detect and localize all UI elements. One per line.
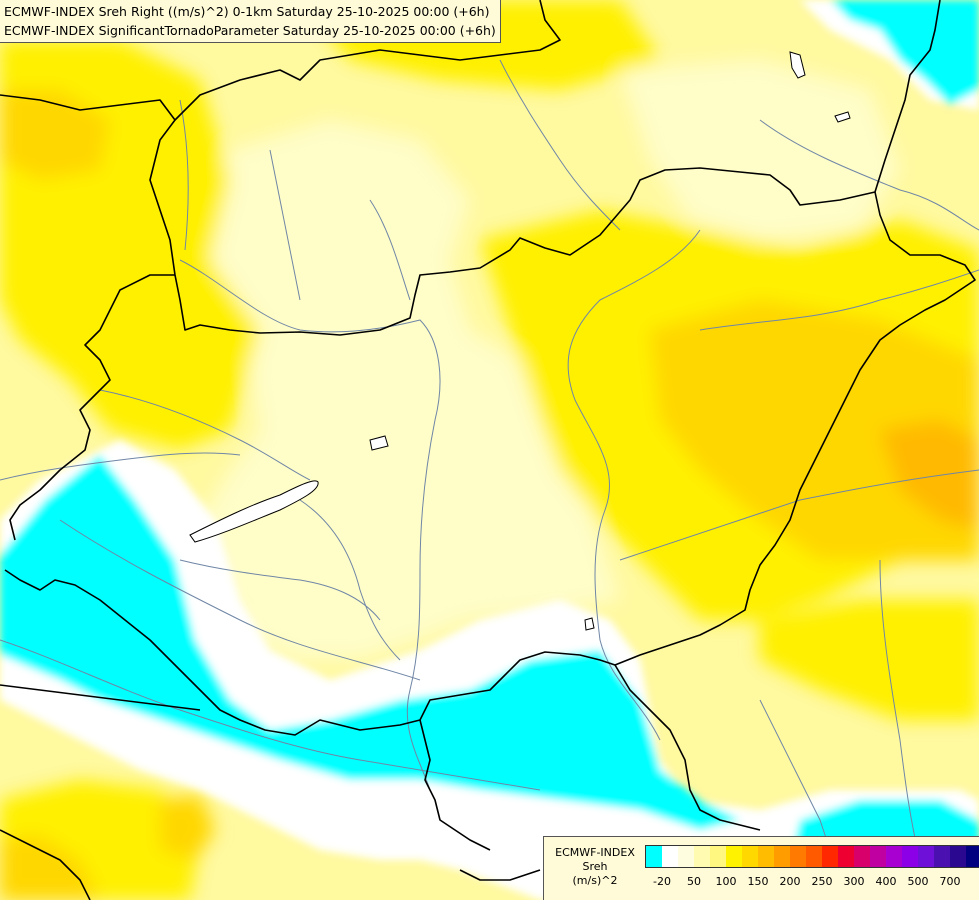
legend-swatch [902, 846, 918, 867]
legend-tick-label: 50 [687, 875, 701, 888]
legend-tick-label: 700 [939, 875, 961, 888]
legend-swatch [886, 846, 902, 867]
legend-swatch [806, 846, 822, 867]
river-vah [269, 149, 301, 301]
border-south-4 [459, 869, 541, 881]
river-northeast [759, 119, 979, 231]
border-ukraine [874, 0, 941, 193]
lake-small-3 [834, 111, 851, 123]
legend-swatch [870, 846, 886, 867]
border-east-hu [4, 191, 976, 736]
legend-swatch [918, 846, 934, 867]
legend-ticks: -20 50 100 150 200 250 300 400 500 700 [645, 875, 979, 891]
legend-tick-label: 250 [811, 875, 833, 888]
legend-swatch [758, 846, 774, 867]
river-sio [299, 499, 401, 661]
legend-title-variable: Sreh [582, 860, 608, 873]
field-pale-central [200, 120, 620, 660]
border-west-hu [9, 274, 175, 541]
legend-swatch [710, 846, 726, 867]
map-title-box: ECMWF-INDEX Sreh Right ((m/s)^2) 0-1km S… [0, 0, 501, 43]
legend-swatch [678, 846, 694, 867]
legend-swatch [854, 846, 870, 867]
legend-swatch [726, 846, 742, 867]
rivers [0, 59, 979, 900]
legend-swatch [662, 846, 678, 867]
river-west [0, 452, 241, 481]
title-stp: ECMWF-INDEX SignificantTornadoParameter … [4, 23, 496, 38]
border-south-1 [419, 719, 491, 851]
legend-tick-label: 150 [747, 875, 769, 888]
field-gold-east [650, 300, 979, 560]
legend-tick-label: 100 [715, 875, 737, 888]
field-cyan-band [0, 455, 740, 830]
border-north-hu [174, 167, 876, 336]
legend-title-model: ECMWF-INDEX [555, 846, 635, 859]
color-legend: ECMWF-INDEX Sreh (m/s)^2 -20 50 100 150 200 2… [543, 836, 979, 900]
river-olt [879, 559, 921, 861]
border-bosnia [0, 684, 201, 711]
field-gold-sw2 [160, 795, 215, 860]
legend-swatch [966, 846, 979, 867]
lake-small-1 [369, 435, 389, 451]
legend-title-unit: (m/s)^2 [572, 874, 618, 887]
river-mures [619, 469, 979, 561]
legend-swatch [838, 846, 854, 867]
river-hron [369, 199, 411, 301]
field-cyan-ne [830, 0, 979, 105]
legend-swatch [934, 846, 950, 867]
lake-small-4 [584, 617, 595, 631]
field-orange-east [880, 420, 979, 530]
legend-swatch [774, 846, 790, 867]
river-morava [179, 99, 189, 251]
legend-swatch [822, 846, 838, 867]
field-gold-sw [0, 835, 100, 900]
border-south-2 [614, 664, 761, 831]
legend-tick-label: 500 [907, 875, 929, 888]
legend-swatch [950, 846, 966, 867]
river-north [499, 59, 621, 231]
legend-title: ECMWF-INDEX Sreh (m/s)^2 [548, 846, 642, 888]
legend-tick-label: 300 [843, 875, 865, 888]
field-yellow-se [760, 600, 979, 720]
lake-balaton [189, 480, 319, 543]
river-danube [179, 259, 441, 791]
legend-swatch [646, 846, 662, 867]
river-drava [59, 519, 421, 681]
legend-tick-label: 200 [779, 875, 801, 888]
legend-colorbar [645, 845, 979, 868]
border-north-sk [174, 0, 561, 121]
field-gold-nw [0, 90, 110, 180]
river-tisza [567, 229, 701, 741]
field-pale-ne [620, 60, 900, 240]
legend-swatch [742, 846, 758, 867]
river-kapos [179, 559, 381, 621]
river-somes [699, 269, 979, 331]
legend-swatch [694, 846, 710, 867]
river-sava [0, 639, 541, 791]
lake-small-2 [789, 51, 806, 79]
border-south-3 [0, 829, 91, 900]
river-raba [99, 389, 311, 481]
legend-tick-label: -20 [653, 875, 671, 888]
title-sreh: ECMWF-INDEX Sreh Right ((m/s)^2) 0-1km S… [4, 4, 490, 19]
legend-swatch [790, 846, 806, 867]
legend-tick-label: 400 [875, 875, 897, 888]
field-white-band [0, 440, 979, 900]
